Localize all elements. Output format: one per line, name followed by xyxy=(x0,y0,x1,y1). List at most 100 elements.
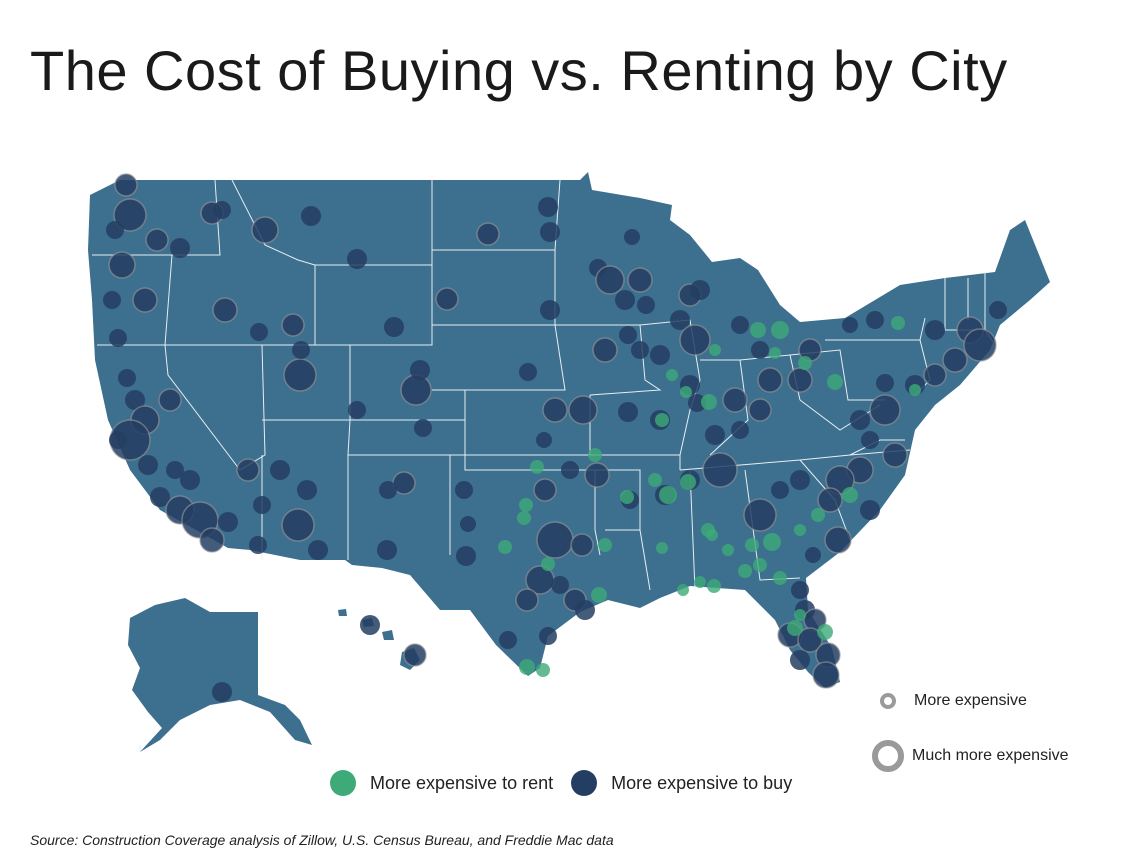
rent-city-marker xyxy=(745,538,759,552)
buy-city-marker xyxy=(812,661,840,689)
rent-city-marker xyxy=(794,524,806,536)
buy-city-marker xyxy=(787,367,813,393)
rent-city-marker xyxy=(648,473,662,487)
buy-city-marker xyxy=(251,216,279,244)
buy-city-marker xyxy=(568,395,598,425)
rent-city-marker xyxy=(659,486,677,504)
size-legend-small: More expensive xyxy=(872,692,1027,710)
alaska-shape xyxy=(128,598,312,752)
buy-city-marker xyxy=(297,480,317,500)
buy-city-marker xyxy=(132,287,158,313)
buy-city-marker xyxy=(145,228,169,252)
buy-city-marker xyxy=(751,341,769,359)
rent-city-marker xyxy=(517,511,531,525)
buy-city-marker xyxy=(942,347,968,373)
buy-city-marker xyxy=(722,387,748,413)
buy-city-marker xyxy=(138,455,158,475)
buy-city-marker xyxy=(114,173,138,197)
buy-city-marker xyxy=(308,540,328,560)
rent-city-marker xyxy=(701,394,717,410)
buy-city-marker xyxy=(113,198,147,232)
buy-city-marker xyxy=(118,369,136,387)
rent-city-marker xyxy=(794,609,806,621)
rent-city-marker xyxy=(519,498,533,512)
buy-city-marker xyxy=(791,581,809,599)
rent-city-marker xyxy=(827,374,843,390)
buy-city-marker xyxy=(540,222,560,242)
rent-city-marker xyxy=(763,533,781,551)
buy-city-marker xyxy=(377,540,397,560)
rent-city-marker xyxy=(817,624,833,640)
buy-city-marker xyxy=(743,498,777,532)
buy-city-marker xyxy=(817,487,843,513)
buy-city-marker xyxy=(539,627,557,645)
buy-city-marker xyxy=(301,206,321,226)
buy-city-marker xyxy=(109,431,127,449)
buy-city-marker xyxy=(270,460,290,480)
rent-city-marker xyxy=(842,487,858,503)
buy-city-marker xyxy=(249,536,267,554)
buy-city-marker xyxy=(538,197,558,217)
buy-city-marker xyxy=(540,300,560,320)
buy-city-marker xyxy=(876,374,894,392)
buy-city-marker xyxy=(414,419,432,437)
buy-city-marker xyxy=(797,627,823,653)
buy-city-marker xyxy=(624,229,640,245)
rent-city-marker xyxy=(656,542,668,554)
buy-city-marker xyxy=(731,421,749,439)
source-note: Source: Construction Coverage analysis o… xyxy=(30,832,614,848)
rent-swatch xyxy=(330,770,356,796)
buy-city-marker xyxy=(212,682,232,702)
buy-city-marker xyxy=(805,547,821,563)
buy-city-marker xyxy=(106,221,124,239)
buy-city-marker xyxy=(347,249,367,269)
buy-city-marker xyxy=(519,363,537,381)
buy-city-marker xyxy=(869,394,901,426)
buy-city-marker xyxy=(731,316,749,334)
buy-city-marker xyxy=(283,358,317,392)
rent-city-marker xyxy=(677,584,689,596)
buy-city-marker xyxy=(923,363,947,387)
buy-city-marker xyxy=(515,588,539,612)
buy-city-marker xyxy=(236,458,260,482)
rent-city-marker xyxy=(530,460,544,474)
rent-city-marker xyxy=(891,316,905,330)
buy-city-marker xyxy=(212,297,238,323)
buy-city-marker xyxy=(180,470,200,490)
rent-city-marker xyxy=(909,384,921,396)
rent-city-marker xyxy=(709,344,721,356)
buy-swatch xyxy=(571,770,598,796)
buy-city-marker xyxy=(575,600,595,620)
buy-city-marker xyxy=(650,345,670,365)
buy-city-marker xyxy=(670,310,690,330)
buy-city-marker xyxy=(253,496,271,514)
rent-city-marker xyxy=(680,474,696,490)
city-dots xyxy=(103,173,1007,702)
buy-city-marker xyxy=(103,291,121,309)
rent-city-marker xyxy=(519,659,535,675)
buy-city-marker xyxy=(702,452,738,488)
rent-city-marker xyxy=(498,540,512,554)
buy-city-marker xyxy=(170,238,190,258)
buy-city-marker xyxy=(536,432,552,448)
rent-city-marker xyxy=(591,587,607,603)
buy-city-marker xyxy=(384,317,404,337)
buy-city-marker xyxy=(679,324,711,356)
rent-city-marker xyxy=(694,576,706,588)
buy-city-marker xyxy=(595,265,625,295)
buy-city-marker xyxy=(213,201,231,219)
rent-city-marker xyxy=(588,448,602,462)
buy-city-marker xyxy=(125,390,145,410)
rent-city-marker xyxy=(536,663,550,677)
buy-city-marker xyxy=(627,267,653,293)
rent-city-marker xyxy=(701,523,715,537)
buy-city-marker xyxy=(281,313,305,337)
hawaii-maui xyxy=(382,630,394,640)
buy-city-marker xyxy=(592,337,618,363)
buy-city-marker xyxy=(989,301,1007,319)
rent-city-marker xyxy=(798,356,812,370)
small-ring-icon xyxy=(880,693,896,709)
rent-city-marker xyxy=(771,321,789,339)
buy-city-marker xyxy=(861,431,879,449)
buy-city-marker xyxy=(403,643,427,667)
